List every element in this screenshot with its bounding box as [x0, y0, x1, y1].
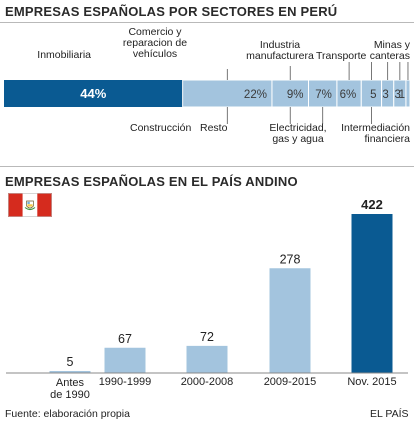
label-resto: Resto [200, 122, 228, 134]
segment-value-comercio-y-reparacion-de-vehiculos: 6% [340, 89, 357, 101]
bar-value-antes-de-1990: 5 [67, 355, 74, 369]
label-transporte: Transporte [316, 50, 367, 62]
segment-comercio-y-reparacion-de-vehiculos [336, 79, 362, 108]
category-label-2009: 2009-2015 [263, 376, 317, 388]
label-inmobiliaria: Inmobiliaria [37, 49, 91, 61]
bar-2009-2015 [269, 268, 311, 373]
peru-flag-icon [8, 193, 52, 217]
segment-value-minas-y-canteras: 1 [399, 89, 405, 101]
coat-of-arms-icon [24, 200, 36, 211]
bar-1990-1999 [104, 347, 146, 373]
title-divider [0, 22, 414, 23]
label-electricidad: Electricidad, gas y agua [269, 122, 327, 145]
sectors-chart-title: EMPRESAS ESPAÑOLAS POR SECTORES EN PERÚ [5, 4, 338, 19]
bar-nov-2015 [351, 214, 393, 373]
bar-value-2000-2008: 72 [200, 330, 214, 344]
bar-value-1990-1999: 67 [118, 332, 132, 346]
segment-inmobiliaria [4, 80, 183, 107]
bar-2000-2008 [186, 345, 228, 373]
category-label-2000: 2000-2008 [180, 376, 234, 388]
segment-value-industria-manufacturera: 5 [370, 89, 376, 101]
category-label-nov2015: Nov. 2015 [347, 376, 397, 388]
label-industria: Industria manufacturera [246, 39, 314, 62]
sectors-stacked-bar-chart: 44% 22% 9% 7% 6% 5 3 31 [4, 62, 411, 124]
label-minas: Minas y canteras [369, 39, 410, 62]
el-pais-logo: EL PAÍS [370, 408, 409, 420]
andino-chart-title: EMPRESAS ESPAÑOLAS EN EL PAÍS ANDINO [5, 174, 298, 189]
segment-value-transporte: 3 [395, 89, 401, 101]
bar-value-nov-2015: 422 [361, 197, 383, 212]
segment-value-inmobiliaria: 44% [80, 86, 106, 101]
segment-value-intermediacion-financiera: 3 [382, 89, 388, 101]
label-intermediacion: Intermediación financiera [341, 122, 410, 145]
bar-antes-de-1990 [49, 371, 91, 373]
category-label-antes: Antes de 1990 [50, 377, 90, 401]
bar-value-2009-2015: 278 [280, 252, 301, 266]
segment-value-resto: 9% [287, 89, 304, 101]
label-construccion: Construcción [130, 122, 192, 134]
segment-value-electricidad-gas-y-agua: 7% [315, 89, 332, 101]
source-note: Fuente: elaboración propia [5, 408, 130, 420]
section-divider [0, 166, 414, 167]
category-label-1990: 1990-1999 [98, 376, 152, 388]
label-comercio: Comercio y reparacion de vehículos [122, 26, 188, 60]
segment-value-construccion: 22% [244, 89, 267, 101]
